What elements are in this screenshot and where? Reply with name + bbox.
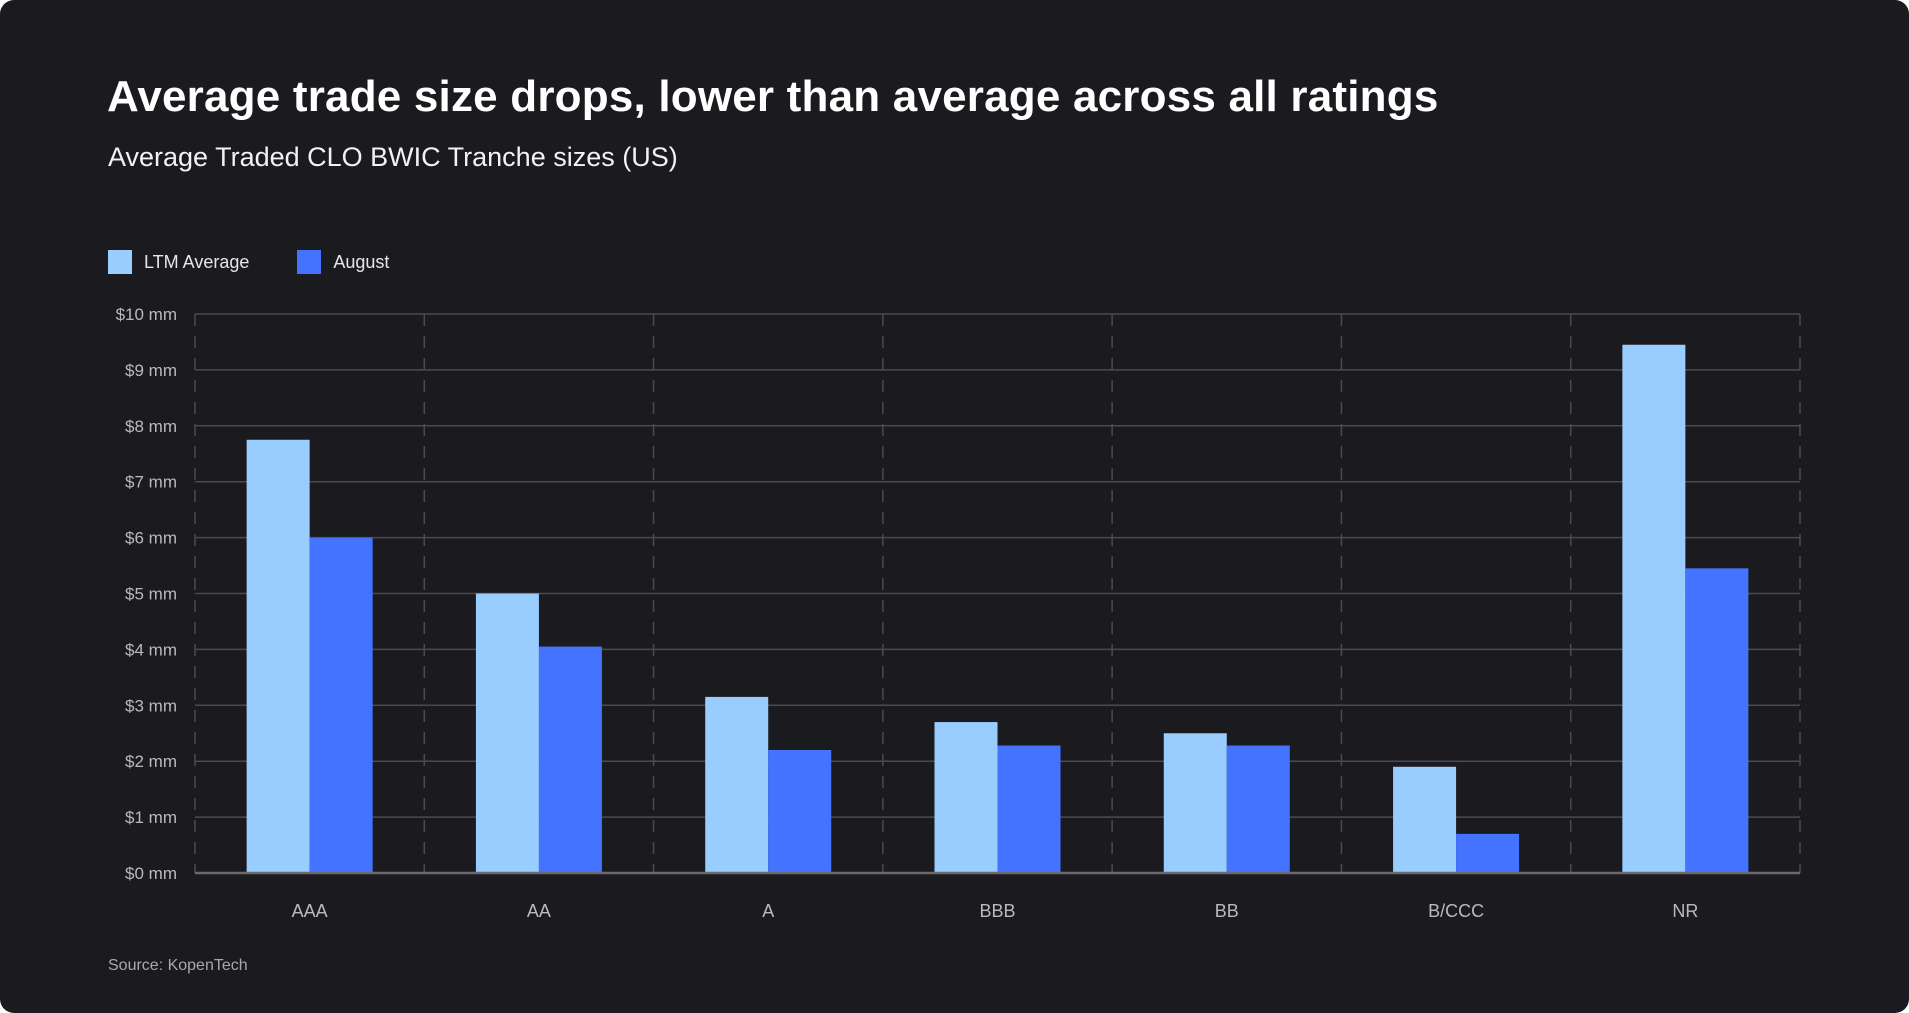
legend-label-ltm-average: LTM Average: [144, 251, 250, 272]
bar-august: [538, 646, 602, 873]
bar-august: [1685, 568, 1749, 873]
x-tick-label: BBB: [979, 901, 1015, 921]
bar-ltm-average: [246, 439, 310, 873]
bar-august: [1226, 745, 1290, 873]
bar-ltm-average: [705, 696, 769, 873]
legend-item-ltm-average: LTM Average: [108, 250, 249, 274]
bar-ltm-average: [475, 593, 539, 873]
legend-item-august: August: [297, 250, 389, 274]
legend-label-august: August: [333, 251, 390, 272]
y-tick-label: $10 mm: [116, 305, 177, 324]
x-tick-label: AAA: [292, 901, 328, 921]
y-tick-label: $6 mm: [125, 529, 177, 548]
bar-august: [309, 537, 373, 873]
x-tick-label: AA: [527, 901, 551, 921]
legend-swatch-august: [297, 250, 322, 274]
x-tick-label: NR: [1672, 901, 1698, 921]
bar-ltm-average: [934, 722, 998, 873]
y-tick-label: $4 mm: [125, 640, 177, 659]
y-tick-label: $0 mm: [125, 864, 177, 883]
y-tick-label: $3 mm: [125, 696, 177, 715]
x-tick-label: B/CCC: [1428, 901, 1484, 921]
y-tick-label: $7 mm: [125, 473, 177, 492]
source-note: Source: KopenTech: [108, 957, 248, 974]
y-tick-label: $8 mm: [125, 417, 177, 436]
bar-august: [1456, 833, 1520, 873]
y-tick-label: $1 mm: [125, 808, 177, 827]
bar-ltm-average: [1622, 344, 1686, 873]
bar-august: [997, 745, 1061, 873]
chart-legend: LTM Average August: [108, 250, 437, 274]
y-tick-label: $2 mm: [125, 752, 177, 771]
bar-august: [768, 750, 832, 873]
bar-ltm-average: [1163, 733, 1227, 873]
y-tick-label: $5 mm: [125, 585, 177, 604]
chart-subtitle: Average Traded CLO BWIC Tranche sizes (U…: [108, 142, 678, 172]
bar-ltm-average: [1393, 766, 1457, 873]
chart-title: Average trade size drops, lower than ave…: [107, 72, 1439, 121]
y-tick-label: $9 mm: [125, 361, 177, 380]
x-tick-label: A: [762, 901, 774, 921]
x-tick-label: BB: [1215, 901, 1239, 921]
legend-swatch-ltm-average: [108, 250, 132, 274]
